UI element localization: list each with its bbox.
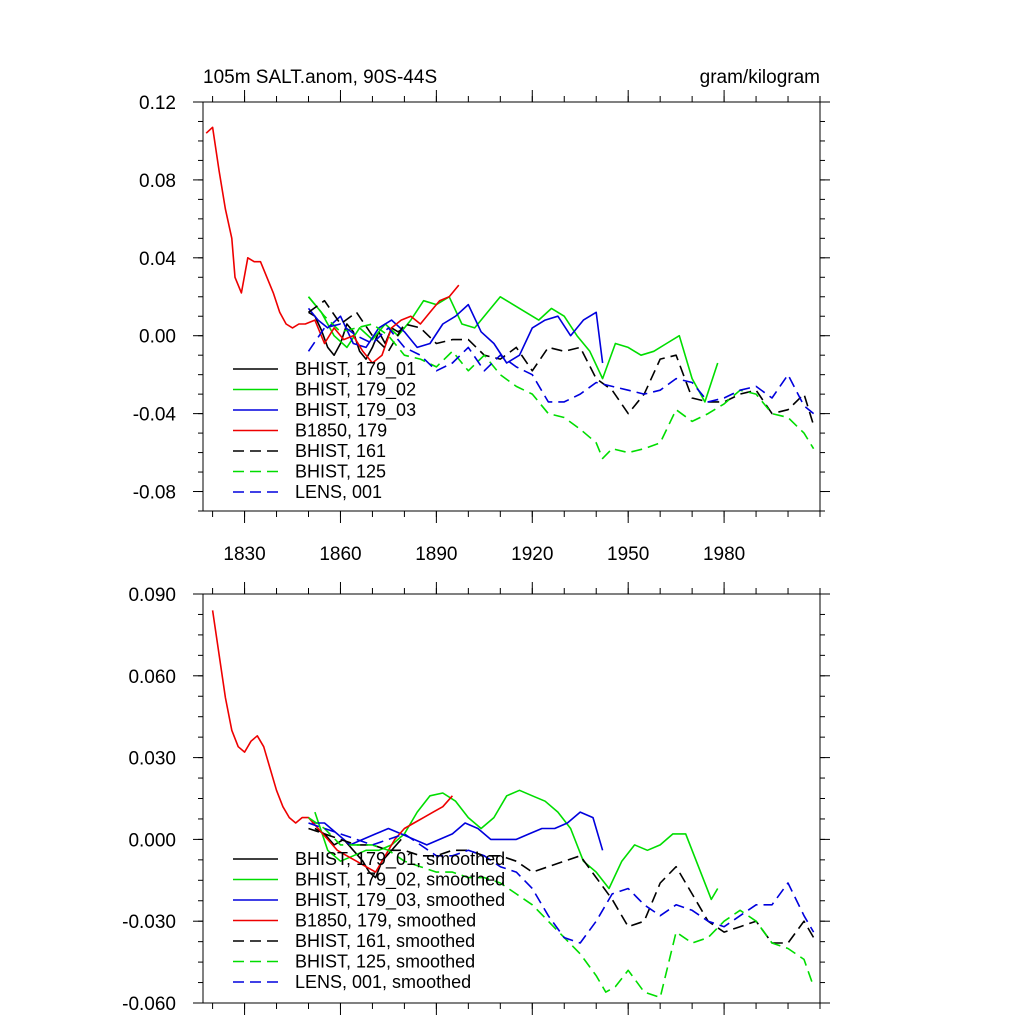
y-tick-label: 0.060 [128,667,176,688]
legend-label-bhist-161-smoothed: BHIST, 161, smoothed [295,931,475,951]
chart-panel-2: 0.090 0.060 0.030 0.000 -0.030 -0.060 BHIST, 1… [122,582,830,1015]
legend-label-lens-001: LENS, 001 [295,482,382,502]
x-tick-label: 1860 [319,544,361,565]
y-tick-label: 0.090 [128,585,176,606]
legend-label-b1850-179: B1850, 179 [295,421,387,441]
y-tick-label: 0.00 [139,327,176,348]
series-line-bhist-179-03 [307,303,604,364]
y-tick-label: 0.030 [128,749,176,770]
legend-label-bhist-125: BHIST, 125 [295,462,386,482]
x-tick-label: 1980 [703,544,745,565]
x-tick-label: 1890 [415,544,457,565]
legend-label-bhist-179-01: BHIST, 179_01 [295,359,416,380]
x-tick-label: 1830 [223,544,265,565]
y-tick-label: -0.030 [122,912,176,933]
series-line-bhist-125 [307,296,815,460]
series-line-lens-001-smoothed [308,822,815,944]
series-group [211,610,815,999]
legend-label-bhist-125-smoothed: BHIST, 125, smoothed [295,952,475,972]
y-tick-label: 0.12 [139,93,176,114]
plot-frame [202,101,821,512]
legend-label-bhist-179-02-smoothed: BHIST, 179_02, smoothed [295,870,505,891]
legend-label-b1850-179-smoothed: B1850, 179, smoothed [295,911,476,931]
series-line-lens-001 [307,323,815,415]
chart-title: 105m SALT.anom, 90S-44S [203,67,437,88]
series-line-bhist-179-01 [308,311,405,360]
legend-label-bhist-179-02: BHIST, 179_02 [295,380,416,401]
series-line-b1850-179-smoothed [211,610,454,873]
legend-label-bhist-179-01-smoothed: BHIST, 179_01, smoothed [295,849,505,870]
series-line-bhist-161-smoothed [308,827,815,944]
units-label: gram/kilogram [700,67,820,88]
y-tick-label: -0.08 [133,483,176,504]
chart-panel-1: 105m SALT.anom, 90S-44S gram/kilogram 0.12… [133,67,830,565]
y-tick-label: 0.04 [139,249,176,270]
legend-label-bhist-161: BHIST, 161 [295,441,386,461]
y-tick-label: -0.060 [122,994,176,1015]
x-tick-label: 1920 [511,544,553,565]
y-tick-label: 0.000 [128,830,176,851]
y-tick-label: -0.04 [133,405,177,426]
series-line-b1850-179 [205,126,460,364]
y-tick-label: 0.08 [139,171,176,192]
series-line-bhist-179-02 [307,295,719,403]
legend-label-bhist-179-03-smoothed: BHIST, 179_03, smoothed [295,890,505,911]
series-group [205,126,815,460]
legend-label-lens-001-smoothed: LENS, 001, smoothed [295,972,471,992]
x-tick-label: 1950 [607,544,649,565]
series-line-bhist-179-01-smoothed [314,827,402,879]
legend-label-bhist-179-03: BHIST, 179_03 [295,400,416,421]
